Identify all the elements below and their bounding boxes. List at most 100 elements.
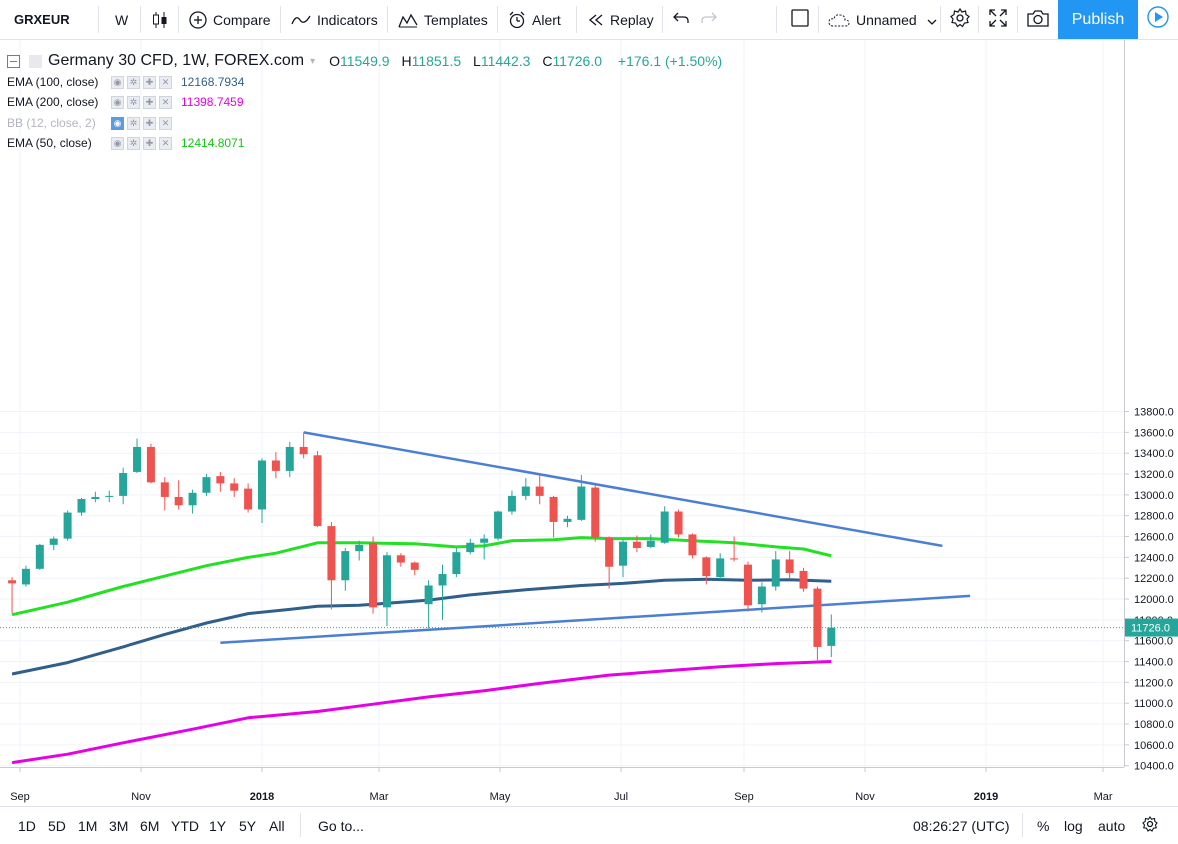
redo-button[interactable]: [701, 0, 717, 39]
candle-body: [535, 486, 544, 496]
close-icon[interactable]: ✕: [159, 136, 172, 150]
candle: [341, 547, 350, 591]
divider: [662, 6, 663, 33]
y-tick-label: 10800.0: [1134, 719, 1174, 731]
chevron-down-icon[interactable]: ▾: [310, 55, 316, 67]
candle-body: [271, 460, 280, 471]
candle-body: [716, 558, 725, 578]
chart-style-button[interactable]: [152, 0, 174, 39]
settings-button[interactable]: [1142, 807, 1158, 844]
range-1d[interactable]: 1D: [18, 817, 36, 834]
indicator-legend-ema200[interactable]: EMA (200, close) ◉ ✲ ✚ ✕ 11398.7459: [7, 95, 244, 109]
settings-button[interactable]: [950, 0, 970, 39]
high-value: 11851.5: [411, 53, 462, 69]
candle-body: [8, 580, 17, 584]
candle: [466, 538, 475, 555]
candle: [632, 535, 641, 553]
indicator-legend-bb[interactable]: BB (12, close, 2) ◉ ✲ ✚ ✕: [7, 116, 175, 130]
compare-button[interactable]: Compare: [189, 0, 271, 39]
layout-name-dropdown[interactable]: Unnamed: [828, 0, 937, 39]
close-icon[interactable]: ✕: [159, 75, 172, 89]
play-button[interactable]: [1138, 0, 1178, 39]
candle-body: [660, 511, 669, 543]
y-tick-label: 13000.0: [1134, 490, 1174, 502]
candle: [563, 515, 572, 528]
time-axis[interactable]: Sep Nov 2018 Mar May Jul Sep Nov 2019 Mar: [10, 767, 1113, 803]
eye-icon[interactable]: ◉: [111, 95, 124, 109]
candle: [327, 521, 336, 610]
replay-button[interactable]: Replay: [588, 0, 654, 39]
range-1y[interactable]: 1Y: [209, 817, 227, 834]
range-ytd[interactable]: YTD: [171, 817, 199, 834]
close-icon[interactable]: ✕: [159, 116, 172, 130]
y-tick-label: 11000.0: [1134, 698, 1173, 710]
range-6m[interactable]: 6M: [140, 817, 160, 834]
candle: [355, 540, 364, 561]
interval-button[interactable]: W: [115, 0, 128, 39]
candle: [8, 577, 17, 614]
candle-body: [757, 586, 766, 605]
candle-body: [230, 483, 239, 491]
candle-body: [827, 627, 836, 646]
indicator-legend-ema100[interactable]: EMA (100, close) ◉ ✲ ✚ ✕ 12168.7934: [7, 75, 244, 89]
publish-button[interactable]: Publish: [1058, 0, 1138, 39]
gear-icon[interactable]: ✲: [127, 136, 140, 150]
log-scale-toggle[interactable]: log: [1064, 817, 1083, 834]
candle: [119, 467, 128, 505]
range-3m[interactable]: 3M: [109, 817, 129, 834]
candle: [730, 536, 739, 562]
trendlines[interactable]: [220, 431, 971, 645]
goto-button[interactable]: Go to...: [318, 817, 364, 834]
price-axis[interactable]: 10400.0 10600.0 10800.0 11000.0 11200.0 11400…: [1124, 407, 1174, 773]
candle-body: [119, 472, 128, 496]
candle-body: [35, 544, 44, 569]
symbol-search[interactable]: GRXEUR: [14, 0, 70, 39]
y-tick-label: 11200.0: [1134, 677, 1173, 689]
candle: [813, 586, 822, 662]
range-all[interactable]: All: [269, 817, 285, 834]
snapshot-button[interactable]: [1027, 0, 1049, 39]
flag-icon: [29, 54, 42, 68]
indicators-wave-icon: [291, 13, 311, 27]
auto-scale-toggle[interactable]: auto: [1098, 817, 1126, 834]
close-icon[interactable]: ✕: [159, 95, 172, 109]
chart-title: Germany 30 CFD, 1W, FOREX.com: [48, 52, 305, 69]
candle: [771, 551, 780, 591]
candle: [438, 564, 447, 620]
y-tick-label: 13200.0: [1134, 469, 1174, 481]
bottom-toolbar: 1D 5D 1M 3M 6M YTD 1Y 5Y All Go to... 08…: [0, 806, 1178, 844]
undo-button[interactable]: [673, 0, 689, 39]
alert-button[interactable]: Alert: [508, 0, 561, 39]
gear-icon[interactable]: ✲: [127, 75, 140, 89]
indicator-legend-ema50[interactable]: EMA (50, close) ◉ ✲ ✚ ✕ 12414.8071: [7, 136, 244, 150]
y-tick-label: 13600.0: [1134, 427, 1174, 439]
more-icon[interactable]: ✚: [143, 75, 156, 89]
candle: [91, 491, 100, 503]
eye-off-icon[interactable]: ◉: [111, 116, 124, 130]
collapse-icon[interactable]: [7, 54, 20, 68]
indicators-button[interactable]: Indicators: [291, 0, 378, 39]
eye-icon[interactable]: ◉: [111, 75, 124, 89]
more-icon[interactable]: ✚: [143, 95, 156, 109]
last-price-label: 11726.0: [1131, 623, 1170, 635]
more-icon[interactable]: ✚: [143, 116, 156, 130]
more-icon[interactable]: ✚: [143, 136, 156, 150]
candle: [160, 477, 169, 511]
gear-icon[interactable]: ✲: [127, 116, 140, 130]
range-5d[interactable]: 5D: [48, 817, 66, 834]
gear-icon[interactable]: ✲: [127, 95, 140, 109]
eye-icon[interactable]: ◉: [111, 136, 124, 150]
fullscreen-button[interactable]: [989, 0, 1007, 39]
candle-body: [63, 512, 72, 539]
clock-time[interactable]: 08:26:27 (UTC): [913, 817, 1010, 834]
range-1m[interactable]: 1M: [78, 817, 98, 834]
templates-button[interactable]: Templates: [398, 0, 488, 39]
fullscreen-select-button[interactable]: [791, 0, 809, 39]
range-5y[interactable]: 5Y: [239, 817, 257, 834]
candle-body: [619, 541, 628, 566]
indicator-value: 12414.8071: [181, 136, 245, 150]
price-chart[interactable]: 10400.0 10600.0 10800.0 11000.0 11200.0 11400…: [0, 40, 1178, 806]
candle-body: [146, 446, 155, 483]
candle: [202, 474, 211, 496]
percent-scale-toggle[interactable]: %: [1037, 817, 1050, 834]
